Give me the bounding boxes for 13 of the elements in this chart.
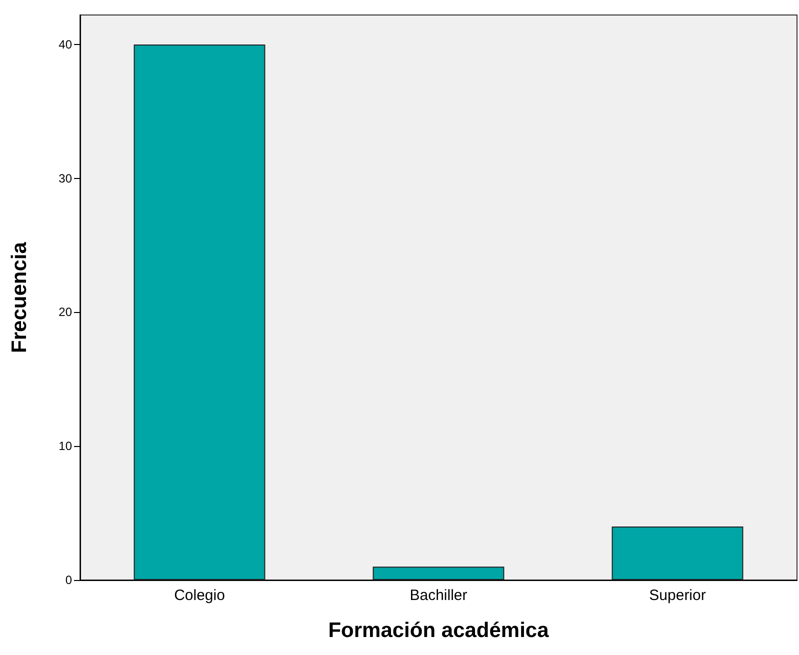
x-tick-label: Superior [649, 587, 706, 604]
y-axis-title: Frecuencia [8, 242, 31, 353]
x-axis-title: Formación académica [328, 619, 550, 642]
y-tick-label: 20 [58, 305, 72, 320]
x-tick-label: Colegio [174, 587, 225, 604]
bar [612, 526, 744, 580]
x-tick-label: Bachiller [410, 587, 468, 604]
y-tick-label: 30 [58, 171, 72, 186]
bar [372, 566, 504, 580]
y-tick-label: 10 [58, 439, 72, 454]
bar [134, 44, 266, 580]
y-tick-label: 0 [65, 573, 72, 587]
y-tick-label: 40 [58, 37, 72, 52]
